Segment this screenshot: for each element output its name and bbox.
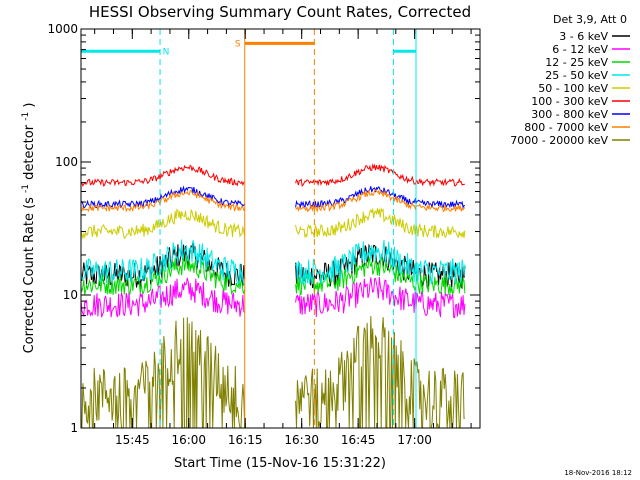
observing-annotations: NS (81, 29, 417, 428)
x-tick-label: 16:15 (228, 433, 263, 447)
y-tick-label: 100 (55, 155, 78, 169)
x-tick-label: 16:45 (341, 433, 376, 447)
x-tick-label: 15:45 (115, 433, 150, 447)
y-axis-label: Corrected Count Rate (s -1 detector -1 ) (17, 103, 37, 354)
legend-label-4: 25 - 50 keV (545, 69, 608, 82)
series-line-4 (80, 239, 466, 285)
annotation-label-3: S (235, 39, 241, 49)
x-tick-label: 17:00 (397, 433, 432, 447)
legend-label-6: 100 - 300 keV (531, 95, 608, 108)
series-line-8 (80, 188, 466, 213)
y-label-part-2: detector (22, 124, 37, 180)
y-label-exp-1: -1 (21, 184, 31, 193)
y-axis: 1 10 100 1000 (47, 22, 480, 435)
footer-timestamp: 18-Nov-2016 18:12 (564, 469, 632, 477)
series-line-5 (80, 206, 466, 240)
legend-label-2: 6 - 12 keV (552, 43, 608, 56)
y-tick-label: 10 (63, 288, 78, 302)
x-axis-label: Start Time (15-Nov-16 15:31:22) (174, 456, 386, 471)
x-axis: 15:45 16:00 16:15 16:30 16:45 17:00 (94, 29, 472, 447)
x-tick-label: 16:30 (284, 433, 319, 447)
chart-title: HESSI Observing Summary Count Rates, Cor… (89, 3, 471, 21)
x-tick-label: 16:00 (171, 433, 206, 447)
series-line-6 (80, 163, 466, 188)
y-tick-label: 1 (70, 421, 78, 435)
legend-label-8: 800 - 7000 keV (524, 121, 608, 134)
y-tick-label: 1000 (47, 22, 78, 36)
legend-header: Det 3,9, Att 0 (553, 13, 627, 26)
series-lines (80, 163, 466, 430)
series-line-2 (80, 276, 466, 319)
legend-label-7: 300 - 800 keV (531, 108, 608, 121)
legend-label-5: 50 - 100 keV (538, 82, 608, 95)
plot-frame (80, 28, 481, 429)
legend-label-3: 12 - 25 keV (545, 56, 608, 69)
series-line-9 (81, 316, 466, 430)
annotation-label-1: N (163, 47, 170, 57)
legend-label-9: 7000 - 20000 keV (510, 134, 608, 147)
y-label-exp-2: -1 (21, 112, 31, 121)
y-label-part-1: Corrected Count Rate (s (22, 197, 37, 354)
y-label-part-3: ) (22, 103, 37, 108)
series-line-3 (80, 254, 466, 296)
legend-label-1: 3 - 6 keV (559, 30, 608, 43)
